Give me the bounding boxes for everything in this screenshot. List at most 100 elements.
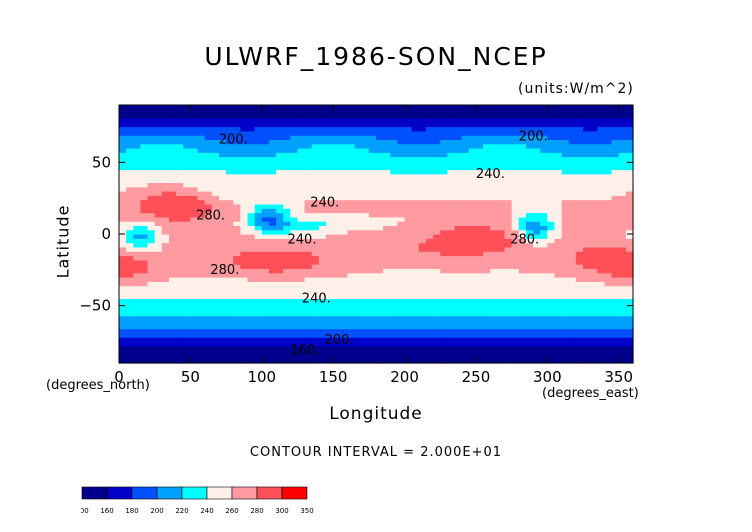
heatmap-cell (404, 212, 413, 218)
heatmap-cell (161, 294, 170, 300)
heatmap-cell (326, 281, 334, 287)
heatmap-cell (583, 311, 591, 317)
heatmap-cell (154, 234, 163, 239)
heatmap-cell (440, 216, 448, 222)
heatmap-cell (383, 195, 391, 201)
heatmap-cell (161, 272, 170, 278)
heatmap-cell (290, 169, 299, 175)
heatmap-cell (347, 255, 356, 261)
heatmap-cell (590, 143, 598, 149)
heatmap-cell (504, 105, 513, 110)
heatmap-cell (140, 195, 149, 201)
heatmap-cell (204, 298, 213, 304)
heatmap-cell (518, 272, 527, 278)
heatmap-cell (333, 332, 341, 338)
heatmap-cell (525, 105, 534, 110)
heatmap-cell (575, 173, 584, 179)
heatmap-cell (418, 148, 427, 153)
heatmap-cell (347, 332, 356, 338)
heatmap-cell (154, 358, 163, 364)
heatmap-cell (333, 186, 341, 192)
heatmap-cell (583, 337, 591, 343)
heatmap-cell (233, 337, 241, 343)
heatmap-cell (147, 229, 156, 235)
heatmap-cell (583, 332, 591, 338)
heatmap-cell (304, 143, 313, 149)
heatmap-cell (611, 173, 620, 179)
heatmap-cell (268, 191, 277, 196)
heatmap-cell (347, 117, 356, 123)
heatmap-cell (126, 117, 134, 123)
heatmap-cell (468, 324, 477, 330)
heatmap-cell (468, 307, 477, 312)
heatmap-cell (511, 332, 520, 338)
heatmap-cell (340, 208, 349, 214)
heatmap-cell (433, 354, 441, 360)
heatmap-cell (361, 212, 370, 218)
heatmap-cell (625, 208, 634, 214)
heatmap-cell (611, 358, 620, 364)
heatmap-cell (133, 238, 142, 244)
heatmap-cell (433, 238, 441, 244)
heatmap-cell (368, 345, 377, 351)
heatmap-cell (326, 203, 334, 209)
heatmap-cell (504, 341, 513, 347)
heatmap-cell (390, 242, 399, 248)
heatmap-cell (197, 212, 206, 218)
heatmap-cell (204, 307, 213, 312)
heatmap-cell (468, 160, 477, 166)
heatmap-cell (183, 165, 191, 171)
heatmap-cell (583, 277, 591, 282)
heatmap-cell (211, 259, 220, 265)
heatmap-cell (376, 113, 384, 119)
heatmap-cell (497, 130, 506, 136)
heatmap-cell (483, 152, 491, 158)
heatmap-cell (333, 139, 341, 145)
heatmap-cell (283, 105, 291, 110)
heatmap-cell (318, 143, 327, 149)
heatmap-cell (197, 186, 206, 192)
heatmap-cell (511, 272, 520, 278)
heatmap-cell (233, 212, 241, 218)
heatmap-cell (190, 255, 199, 261)
heatmap-cell (483, 259, 491, 265)
heatmap-cell (140, 251, 149, 257)
heatmap-cell (575, 113, 584, 119)
heatmap-cell (161, 341, 170, 347)
heatmap-cell (568, 251, 577, 257)
heatmap-cell (554, 152, 563, 158)
heatmap-cell (361, 246, 370, 252)
heatmap-cell (304, 225, 313, 231)
heatmap-cell (318, 358, 327, 364)
heatmap-cell (283, 238, 291, 244)
heatmap-cell (183, 307, 191, 312)
heatmap-cell (418, 358, 427, 364)
heatmap-cell (333, 277, 341, 282)
heatmap-cell (126, 148, 134, 153)
heatmap-cell (461, 255, 470, 261)
heatmap-cell (575, 246, 584, 252)
heatmap-cell (504, 298, 513, 304)
heatmap-cell (261, 126, 270, 132)
heatmap-cell (625, 307, 634, 312)
heatmap-cell (475, 242, 484, 248)
heatmap-cell (590, 315, 598, 321)
heatmap-cell (318, 117, 327, 123)
heatmap-cell (376, 345, 384, 351)
heatmap-cell (254, 251, 263, 257)
heatmap-cell (261, 212, 270, 218)
heatmap-cell (533, 358, 541, 364)
heatmap-cell (461, 345, 470, 351)
heatmap-cell (119, 251, 127, 257)
heatmap-cell (119, 113, 127, 119)
heatmap-cell (518, 354, 527, 360)
heatmap-cell (283, 328, 291, 334)
heatmap-cell (497, 272, 506, 278)
heatmap-cell (604, 255, 613, 261)
heatmap-cell (197, 277, 206, 282)
heatmap-cell (547, 328, 556, 334)
heatmap-cell (483, 182, 491, 188)
heatmap-cell (197, 332, 206, 338)
heatmap-cell (297, 148, 306, 153)
heatmap-cell (326, 178, 334, 183)
